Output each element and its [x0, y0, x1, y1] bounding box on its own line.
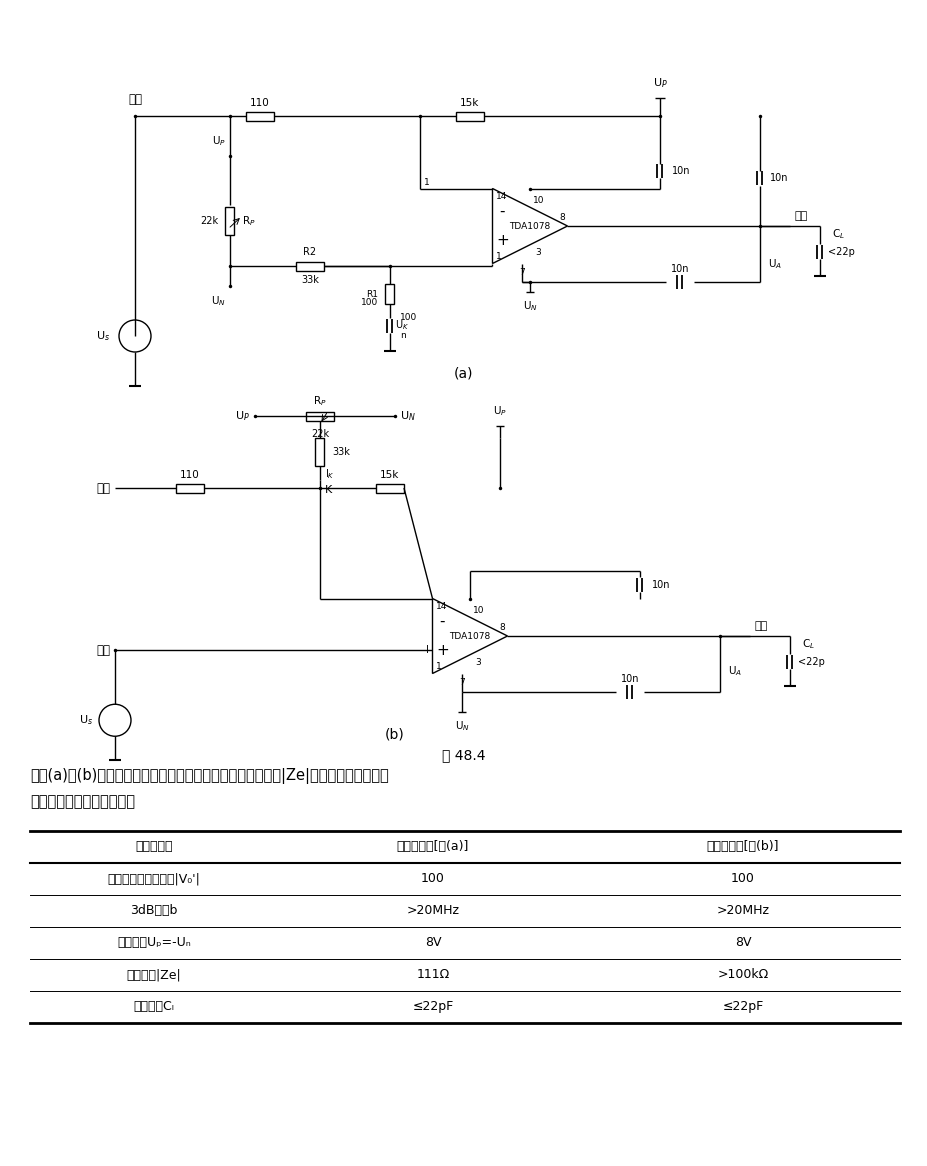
Text: I: I: [425, 645, 428, 655]
Text: K: K: [324, 485, 332, 496]
Text: 14: 14: [495, 191, 506, 201]
Text: C$_L$: C$_L$: [801, 637, 814, 651]
Text: 110: 110: [180, 470, 199, 480]
Text: 负载电容Cₗ: 负载电容Cₗ: [133, 1000, 174, 1013]
Text: 1: 1: [495, 252, 501, 260]
Text: 放大器类型: 放大器类型: [135, 841, 172, 854]
Text: >100kΩ: >100kΩ: [717, 969, 768, 982]
Text: R1: R1: [365, 289, 377, 298]
Text: 输入: 输入: [95, 644, 110, 656]
Text: R$_P$: R$_P$: [312, 394, 326, 408]
Text: 图 48.4: 图 48.4: [442, 749, 485, 763]
Text: 100: 100: [730, 872, 755, 885]
Text: 10n: 10n: [620, 674, 639, 683]
Text: U$_N$: U$_N$: [210, 294, 226, 308]
Text: 低频下闭环放大系数|V₀'|: 低频下闭环放大系数|V₀'|: [108, 872, 200, 885]
Text: 111Ω: 111Ω: [416, 969, 450, 982]
Text: 输入: 输入: [128, 93, 142, 106]
Text: U$_P$: U$_P$: [235, 409, 249, 423]
Text: 7: 7: [519, 267, 525, 276]
Text: 14: 14: [435, 602, 447, 611]
Bar: [306, 412, 334, 421]
Text: 输出: 输出: [794, 211, 807, 222]
Text: 反相输入端[图(a)]: 反相输入端[图(a)]: [397, 841, 469, 854]
Text: U$_P$: U$_P$: [492, 405, 506, 417]
Text: TDA1078: TDA1078: [449, 632, 490, 640]
Text: U$_s$: U$_s$: [95, 329, 110, 343]
Text: ．图(a)和(b)两个电路除输入信号的符号不同外，在输入阻抗|Ze|上也有明显不同，其: ．图(a)和(b)两个电路除输入信号的符号不同外，在输入阻抗|Ze|上也有明显不…: [30, 768, 388, 784]
Bar: [375, 484, 403, 492]
Bar: [315, 438, 324, 466]
Text: 100: 100: [361, 297, 377, 307]
Text: n: n: [400, 331, 405, 340]
Text: C$_L$: C$_L$: [832, 227, 844, 241]
Text: 同相输入端[图(b)]: 同相输入端[图(b)]: [706, 841, 779, 854]
Text: >20MHz: >20MHz: [406, 905, 459, 918]
Text: 1: 1: [424, 177, 429, 187]
Text: 3dB带寽b: 3dB带寽b: [130, 905, 177, 918]
Text: 15k: 15k: [460, 98, 479, 108]
Text: 8: 8: [559, 213, 565, 222]
Text: 输入: 输入: [95, 482, 110, 494]
Text: U$_P$: U$_P$: [211, 134, 226, 148]
Text: 8V: 8V: [734, 936, 751, 949]
Text: -: -: [500, 204, 504, 219]
Bar: [225, 208, 235, 236]
Text: <22p: <22p: [797, 656, 824, 667]
Text: 10: 10: [532, 196, 544, 205]
Text: 1: 1: [435, 661, 440, 670]
Text: 100: 100: [400, 312, 417, 322]
Text: 10n: 10n: [652, 580, 670, 590]
Text: U$_N$: U$_N$: [522, 300, 537, 314]
Bar: [455, 112, 484, 120]
Text: 主要技术数据如下表所示。: 主要技术数据如下表所示。: [30, 794, 134, 809]
Text: (a): (a): [453, 366, 474, 380]
Text: R$_P$: R$_P$: [242, 215, 256, 227]
Text: U$_K$: U$_K$: [395, 318, 409, 332]
Text: (b): (b): [385, 728, 404, 742]
Bar: [296, 261, 324, 271]
Text: 3: 3: [475, 658, 480, 667]
Text: I$_K$: I$_K$: [324, 468, 335, 480]
Text: U$_A$: U$_A$: [727, 665, 742, 677]
Text: 3: 3: [535, 247, 540, 257]
Text: ≤22pF: ≤22pF: [721, 1000, 763, 1013]
Text: ≤22pF: ≤22pF: [412, 1000, 453, 1013]
Bar: [385, 285, 394, 304]
Text: U$_N$: U$_N$: [400, 409, 415, 423]
Text: 10n: 10n: [769, 173, 788, 183]
Text: 100: 100: [421, 872, 444, 885]
Text: >20MHz: >20MHz: [716, 905, 768, 918]
Text: U$_P$: U$_P$: [652, 76, 667, 90]
Text: TDA1078: TDA1078: [509, 222, 550, 231]
Text: U$_A$: U$_A$: [768, 257, 781, 271]
Text: +: +: [496, 233, 508, 247]
Text: +: +: [436, 642, 449, 658]
Text: 33k: 33k: [300, 275, 319, 285]
Text: U$_N$: U$_N$: [454, 719, 469, 733]
Text: 15k: 15k: [380, 470, 400, 480]
Bar: [176, 484, 204, 492]
Text: 电源电压Uₚ=-Uₙ: 电源电压Uₚ=-Uₙ: [117, 936, 191, 949]
Text: R2: R2: [303, 247, 316, 257]
Text: 7: 7: [459, 677, 464, 687]
Text: 10n: 10n: [670, 264, 689, 274]
Text: 110: 110: [250, 98, 270, 108]
Text: 8: 8: [500, 623, 505, 632]
Text: 输入阻抗|Ze|: 输入阻抗|Ze|: [126, 969, 181, 982]
Text: 10n: 10n: [671, 166, 690, 176]
Text: -: -: [439, 614, 445, 630]
Text: 22k: 22k: [311, 429, 329, 440]
Text: 10: 10: [473, 606, 484, 616]
Text: 输出: 输出: [755, 621, 768, 631]
Bar: [246, 112, 273, 120]
Text: <22p: <22p: [827, 247, 854, 257]
Text: 22k: 22k: [199, 216, 218, 226]
Text: 8V: 8V: [425, 936, 440, 949]
Text: U$_s$: U$_s$: [79, 714, 93, 728]
Text: 33k: 33k: [332, 447, 349, 457]
